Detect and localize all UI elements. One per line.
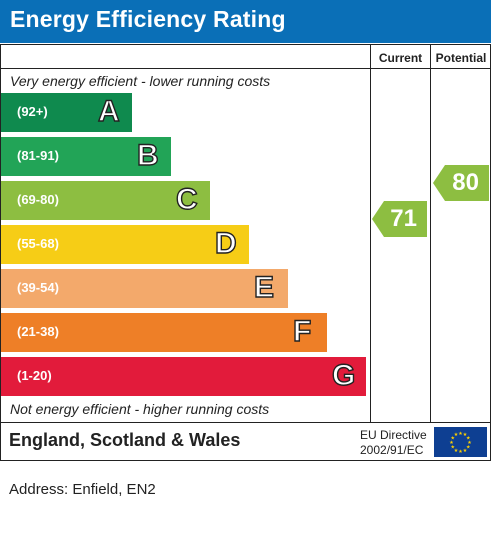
band-b: (81-91) B: [1, 137, 171, 176]
title-bar: Energy Efficiency Rating: [0, 0, 491, 43]
band-g: (1-20) G: [1, 357, 366, 396]
flag-star-icon: ★: [458, 449, 463, 455]
potential-rating-arrow: 80: [433, 165, 489, 201]
flag-star-icon: ★: [450, 436, 455, 442]
band-range-label: (21-38): [17, 324, 59, 339]
band-letter: D: [214, 226, 237, 260]
band-letter: E: [253, 270, 275, 304]
flag-star-icon: ★: [454, 448, 459, 454]
flag-star-icon: ★: [450, 445, 455, 451]
country-label: England, Scotland & Wales: [9, 430, 241, 450]
flag-star-icon: ★: [466, 445, 471, 451]
flag-star-icon: ★: [467, 440, 472, 446]
band-c: (69-80) C: [1, 181, 210, 220]
bottom-caption: Not energy efficient - higher running co…: [10, 401, 270, 417]
flag-star-icon: ★: [466, 436, 471, 442]
band-e: (39-54) E: [1, 269, 288, 308]
band-range-label: (69-80): [17, 192, 59, 207]
potential-rating-value: 80: [452, 169, 479, 196]
band-range-label: (92+): [17, 104, 48, 119]
band-range-label: (81-91): [17, 148, 59, 163]
eu-flag-icon: ★★★★★★★★★ ★ ★★: [434, 427, 487, 457]
flag-star-icon: ★: [449, 440, 454, 446]
flag-star-icon: ★: [463, 432, 468, 438]
header-divider: [0, 68, 491, 69]
potential-column-divider: [430, 44, 431, 423]
band-a: (92+) A: [1, 93, 132, 132]
band-letter: C: [175, 182, 198, 216]
band-range-label: (55-68): [17, 236, 59, 251]
band-range-label: (1-20): [17, 368, 52, 383]
address-text: Address: Enfield, EN2: [9, 481, 156, 498]
footer-divider: [0, 422, 491, 423]
band-letter: B: [136, 138, 159, 172]
band-f: (21-38) F: [1, 313, 327, 352]
current-column-header: Current: [378, 51, 423, 65]
page-title: Energy Efficiency Rating: [10, 6, 286, 32]
flag-star-icon: ★: [454, 432, 459, 438]
directive-line-1: EU Directive: [360, 428, 427, 442]
current-column-divider: [370, 44, 371, 423]
current-rating-value: 71: [390, 205, 417, 232]
band-letter: F: [292, 314, 312, 348]
band-letter: G: [331, 358, 356, 392]
current-rating-arrow: 71: [372, 201, 427, 237]
directive-line-2: 2002/91/EC: [360, 443, 424, 457]
band-letter: A: [97, 94, 120, 128]
flag-star-icon: ★: [463, 448, 468, 454]
band-range-label: (39-54): [17, 280, 59, 295]
top-caption: Very energy efficient - lower running co…: [10, 73, 271, 89]
potential-column-header: Potential: [435, 51, 487, 65]
band-d: (55-68) D: [1, 225, 249, 264]
flag-star-icon: ★: [458, 431, 463, 437]
